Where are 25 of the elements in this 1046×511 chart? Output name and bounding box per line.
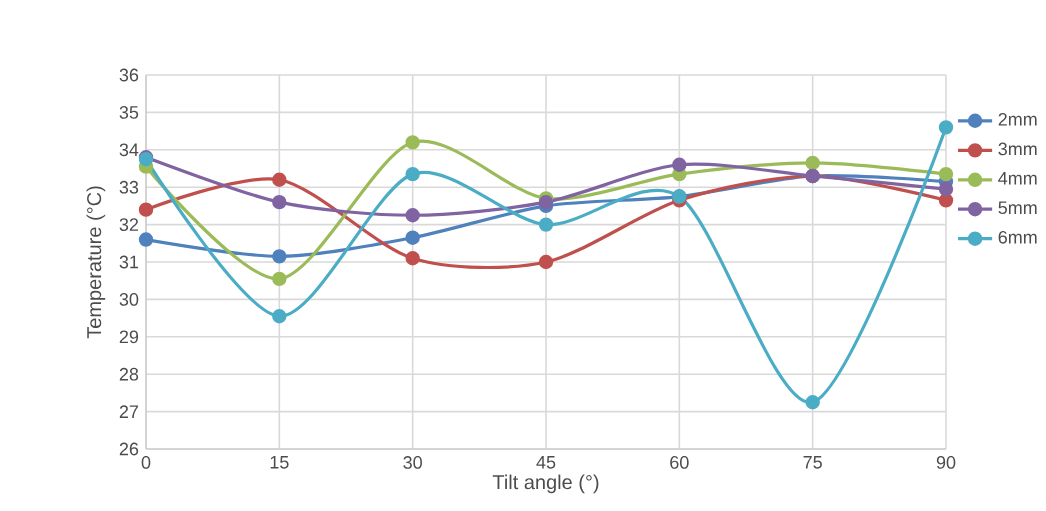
- y-tick-label: 36: [119, 68, 139, 82]
- x-tick-label: 15: [270, 456, 289, 469]
- y-tick-label: 30: [119, 293, 139, 306]
- x-tick-label: 30: [403, 456, 422, 469]
- x-axis-title: Tilt angle (°): [492, 474, 599, 494]
- x-tick-label: 60: [670, 456, 689, 469]
- y-tick-label: 27: [119, 405, 139, 418]
- legend-label: 5mm: [998, 201, 1037, 215]
- y-tick-label: 32: [119, 218, 139, 231]
- y-tick-label: 29: [119, 330, 139, 344]
- y-tick-label: 26: [119, 442, 139, 456]
- y-tick-label: 34: [119, 143, 139, 157]
- x-tick-label: 45: [536, 456, 556, 469]
- y-tick-label: 35: [119, 106, 139, 119]
- y-tick-label: 28: [119, 367, 139, 381]
- legend-label: 6mm: [998, 230, 1037, 244]
- x-tick-label: 90: [936, 456, 956, 469]
- x-tick-label: 75: [803, 456, 822, 469]
- y-tick-label: 31: [119, 255, 139, 269]
- x-tick-label: 0: [141, 456, 151, 469]
- legend-label: 3mm: [998, 142, 1037, 156]
- legend-label: 4mm: [998, 172, 1037, 185]
- legend-label: 2mm: [998, 112, 1037, 126]
- y-axis-title: Temperature (°C): [86, 186, 106, 339]
- y-tick-label: 33: [119, 180, 139, 194]
